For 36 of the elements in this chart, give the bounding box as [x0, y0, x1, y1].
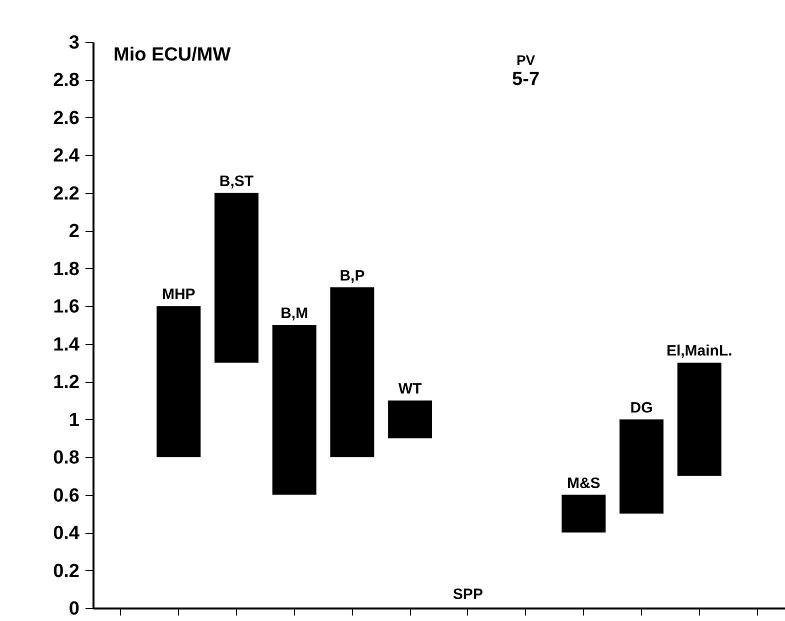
x-tick-label: El,MainL.: [666, 342, 732, 360]
bar: [272, 325, 316, 495]
bar: [562, 494, 606, 533]
bar: [388, 400, 432, 438]
annotation: 5-7: [512, 69, 540, 90]
x-tick-label: DG: [630, 399, 653, 416]
x-tick-label: WT: [398, 380, 422, 398]
bar: [156, 306, 201, 458]
bar: [214, 192, 258, 363]
y-tick-label: 0.4: [53, 523, 80, 544]
y-tick-label: 2: [68, 221, 80, 242]
x-tick-label: B,ST: [219, 172, 254, 190]
x-tick-label: M&S: [566, 474, 600, 492]
y-tick-label: 1.4: [53, 334, 80, 356]
x-tick-label: B,P: [340, 267, 365, 284]
x-tick-label: MHP: [162, 286, 196, 304]
y-tick-label: 1.2: [53, 372, 80, 394]
y-tick-label: 3: [68, 32, 80, 54]
x-tick-label: SPP: [452, 586, 483, 603]
y-tick-label: 0.2: [53, 560, 80, 582]
y-tick-label: 2.2: [53, 183, 80, 204]
x-tick-label: B,M: [280, 305, 308, 322]
y-tick-label: 1.8: [53, 258, 80, 280]
y-axis-title: Mio ECU/MW: [114, 44, 231, 66]
y-tick-label: 2.4: [53, 146, 80, 167]
bar: [620, 419, 664, 514]
y-tick-label: 0: [68, 598, 80, 620]
y-tick-label: 0.8: [53, 448, 80, 469]
bar: [677, 362, 722, 476]
y-tick-label: 0.6: [53, 485, 80, 506]
y-tick-label: 2.6: [53, 108, 80, 129]
bar: [330, 287, 374, 458]
x-tick-label: PV: [516, 52, 536, 68]
y-tick-label: 2.8: [53, 70, 80, 92]
y-tick-label: 1.6: [53, 296, 80, 318]
y-tick-label: 1: [68, 410, 80, 431]
